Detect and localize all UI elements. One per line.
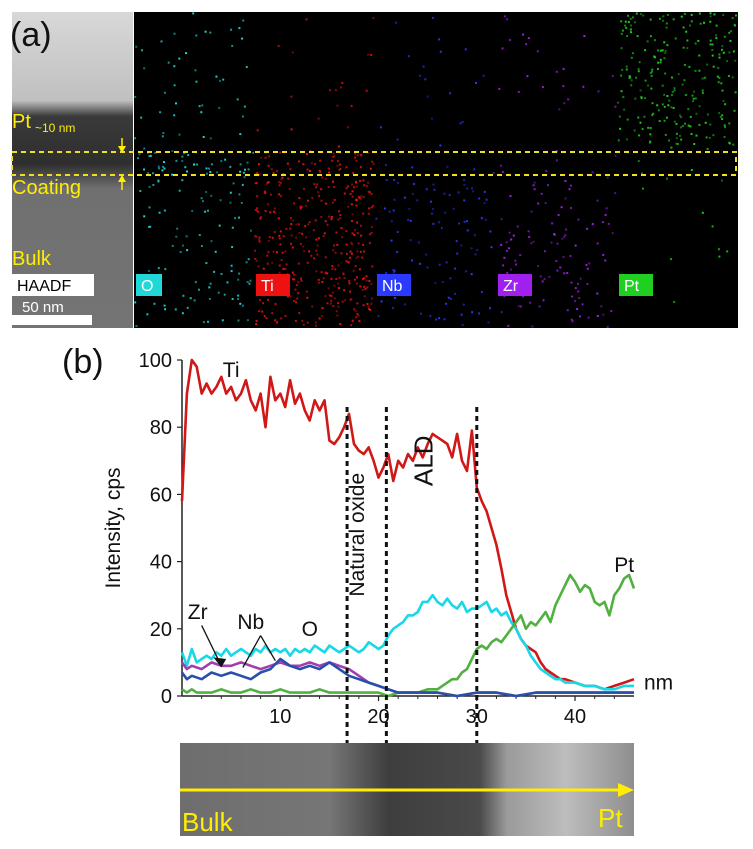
y-axis-label: Intensity, cps [102,468,125,589]
map-label-zr: Zr [503,278,519,295]
map-tile-zr [496,12,617,328]
map-label-o: O [141,278,153,295]
series-lines [180,358,636,698]
map-label-pt: Pt [624,278,640,295]
map-label-box [619,274,653,296]
coating-label: Coating [12,177,81,199]
y-tick-label: 40 [150,552,172,574]
panel-a-label: (a) [10,16,52,54]
map-label-box [12,274,94,296]
y-tick-label: 100 [139,350,172,372]
axes: 02040608010010203040Intensity, cps [102,350,634,728]
panel-b: (b) 02040608010010203040Intensity, cps N… [0,335,753,844]
region-label-ald: ALD [409,436,439,487]
region-dividers: Natural oxide ALD [345,407,479,835]
map-label-box [498,274,532,296]
thickness-label: ~10 nm [35,121,75,135]
annotation-o: O [302,618,318,641]
bulk-label: Bulk [12,248,52,270]
nb-pointer-1 [260,635,276,662]
strip-arrowhead [618,783,634,797]
x-tick-label: 10 [269,706,291,728]
map-tile-ti [254,12,375,328]
map-label-box [256,274,290,296]
scale-bar [12,315,92,325]
map-labels: HAADF O Ti Nb Zr Pt [12,274,653,296]
line-profile-chart: (b) 02040608010010203040Intensity, cps N… [62,343,673,837]
scale-bar-label: 50 nm [22,299,64,316]
series-line-nb [180,657,634,698]
x-tick-label: 40 [564,706,586,728]
series-line-ti [180,358,635,691]
nb-pointer-2 [242,635,262,668]
panel-a: (a) Pt ~10 nm Coating Bulk 50 nm HAADF O T… [0,0,753,335]
map-label-ti: Ti [261,278,274,295]
map-label-haadf: HAADF [17,278,71,295]
annotation-nb: Nb [237,611,264,634]
panel-b-label: (b) [62,343,104,381]
map-tiles [12,12,738,328]
annotation-nm: nm [644,672,673,695]
annotation-zr: Zr [188,601,208,624]
y-tick-label: 60 [150,484,172,506]
map-label-box [377,274,411,296]
pt-label: Pt [12,111,31,133]
eds-map-panel: (a) Pt ~10 nm Coating Bulk 50 nm HAADF O T… [10,12,738,328]
zr-pointer-head [213,657,227,668]
map-label-box [136,274,162,296]
strip-label-bulk: Bulk [182,807,234,837]
x-tick-label: 20 [367,706,389,728]
coating-dashed-box [11,151,737,176]
y-tick-label: 80 [150,417,172,439]
thickness-arrowhead-bottom [118,175,126,182]
y-tick-label: 20 [150,619,172,641]
annotation-pt: Pt [614,554,634,577]
series-annotations: Ti Pt O Zr Nb nm [188,359,673,694]
series-line-o [180,593,634,691]
map-label-nb: Nb [382,278,403,295]
thickness-arrowhead-top [118,146,126,153]
y-tick-label: 0 [161,686,172,708]
series-line-pt [181,573,636,698]
strip-label-pt: Pt [598,803,623,833]
region-label-natural-oxide: Natural oxide [346,473,369,597]
annotation-ti: Ti [223,359,240,382]
